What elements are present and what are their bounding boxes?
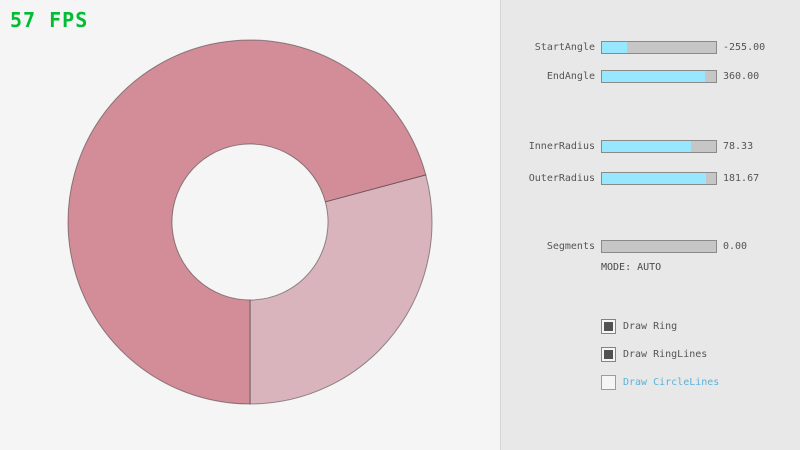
slider-label-outerradius: OuterRadius bbox=[528, 173, 595, 184]
draw-ring-label: Draw Ring bbox=[623, 321, 678, 332]
draw-circlelines-checkbox[interactable] bbox=[601, 375, 616, 390]
draw-ringlines-label: Draw RingLines bbox=[623, 349, 708, 360]
draw-ring-checkbox[interactable] bbox=[601, 319, 616, 334]
slider-row-innerradius: InnerRadius 78.33 bbox=[501, 140, 800, 153]
slider-label-startangle: StartAngle bbox=[534, 42, 595, 53]
endangle-slider[interactable] bbox=[601, 70, 717, 83]
slider-fill bbox=[602, 173, 706, 184]
slider-row-outerradius: OuterRadius 181.67 bbox=[501, 172, 800, 185]
slider-value-innerradius: 78.33 bbox=[723, 141, 754, 152]
segments-slider[interactable] bbox=[601, 240, 717, 253]
slider-label-endangle: EndAngle bbox=[546, 71, 595, 82]
draw-ringlines-checkbox[interactable] bbox=[601, 347, 616, 362]
outerradius-slider[interactable] bbox=[601, 172, 717, 185]
slider-value-endangle: 360.00 bbox=[723, 71, 760, 82]
slider-fill bbox=[602, 141, 692, 152]
slider-row-startangle: StartAngle -255.00 bbox=[501, 41, 800, 54]
drawing-canvas: 57 FPS bbox=[10, 8, 433, 405]
slider-value-startangle: -255.00 bbox=[723, 42, 766, 53]
ring-shape bbox=[67, 39, 433, 405]
slider-value-outerradius: 181.67 bbox=[723, 173, 760, 184]
slider-fill bbox=[602, 42, 627, 53]
slider-fill bbox=[602, 71, 705, 82]
slider-value-segments: 0.00 bbox=[723, 241, 748, 252]
slider-label-segments: Segments bbox=[546, 241, 595, 252]
slider-label-innerradius: InnerRadius bbox=[528, 141, 595, 152]
startangle-slider[interactable] bbox=[601, 41, 717, 54]
segments-mode-label: MODE: AUTO bbox=[601, 262, 662, 273]
control-panel: StartAngle -255.00 EndAngle 360.00 Inner… bbox=[500, 0, 800, 450]
slider-row-segments: Segments 0.00 bbox=[501, 240, 800, 253]
fps-counter: 57 FPS bbox=[10, 8, 89, 32]
slider-row-endangle: EndAngle 360.00 bbox=[501, 70, 800, 83]
innerradius-slider[interactable] bbox=[601, 140, 717, 153]
draw-circlelines-label: Draw CircleLines bbox=[623, 377, 720, 388]
